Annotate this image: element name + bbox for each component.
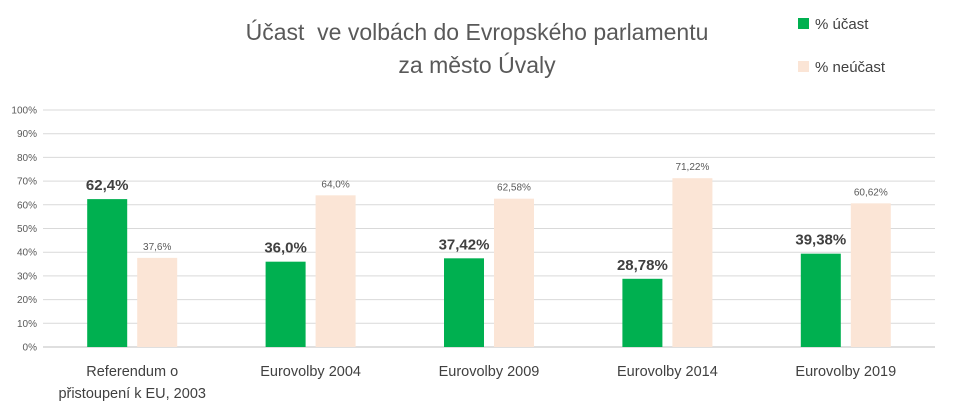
data-label: 62,58% bbox=[497, 183, 531, 194]
bar-ucast bbox=[444, 258, 484, 347]
chart-title-line-1: Účast ve volbách do Evropského parlament… bbox=[246, 19, 709, 45]
bar-ucast bbox=[87, 199, 128, 347]
data-label: 39,38% bbox=[795, 232, 846, 249]
data-label: 60,62% bbox=[854, 187, 888, 198]
legend-swatch-ucast bbox=[798, 18, 809, 29]
y-tick-label: 90% bbox=[17, 129, 37, 140]
data-label: 37,42% bbox=[439, 236, 490, 253]
y-tick-label: 80% bbox=[17, 153, 37, 164]
y-tick-label: 30% bbox=[17, 271, 37, 282]
legend-label-ucast: % účast bbox=[815, 16, 869, 33]
gridlines bbox=[43, 109, 935, 348]
x-category-label: Eurovolby 2009 bbox=[439, 364, 540, 380]
bar-neucast bbox=[315, 195, 356, 347]
x-category-label: Eurovolby 2004 bbox=[260, 364, 361, 380]
bar-neucast bbox=[850, 203, 891, 347]
y-tick-label: 20% bbox=[17, 295, 37, 306]
x-category-label: Referendum o bbox=[86, 364, 178, 380]
bar-neucast bbox=[494, 198, 534, 347]
data-label: 28,78% bbox=[617, 257, 668, 274]
y-axis: 0% 10% 20% 30% 40% 50% 60% 70% 80% 90% 100% bbox=[11, 106, 37, 354]
legend: % účast % neúčast bbox=[798, 16, 886, 76]
data-labels: 62,4% 37,6% 36,0% 64,0% 37,42% 62,58% 28,78% 71… bbox=[86, 162, 888, 274]
bar-ucast bbox=[265, 261, 306, 347]
x-category-label: Eurovolby 2019 bbox=[795, 364, 896, 380]
bar-ucast bbox=[622, 278, 663, 347]
y-tick-label: 60% bbox=[17, 200, 37, 211]
data-label: 64,0% bbox=[321, 179, 349, 190]
data-label: 71,22% bbox=[675, 162, 709, 173]
y-tick-label: 50% bbox=[17, 224, 37, 235]
data-label: 36,0% bbox=[264, 240, 307, 257]
bar-ucast bbox=[800, 253, 841, 347]
bar-neucast bbox=[672, 178, 713, 347]
y-tick-label: 70% bbox=[17, 177, 37, 188]
x-category-label: Eurovolby 2014 bbox=[617, 364, 718, 380]
data-label: 62,4% bbox=[86, 177, 129, 194]
y-tick-label: 10% bbox=[17, 319, 37, 330]
y-tick-label: 0% bbox=[23, 343, 38, 354]
y-tick-label: 40% bbox=[17, 248, 37, 259]
x-axis: Referendum o přistoupení k EU, 2003 Eurovo… bbox=[58, 364, 896, 402]
legend-swatch-neucast bbox=[798, 61, 809, 72]
data-label: 37,6% bbox=[143, 242, 171, 253]
bars bbox=[87, 178, 891, 347]
chart-title-line-2: za město Úvaly bbox=[398, 52, 556, 78]
legend-label-neucast: % neúčast bbox=[815, 59, 886, 76]
x-category-label: přistoupení k EU, 2003 bbox=[58, 386, 206, 402]
bar-neucast bbox=[137, 257, 178, 347]
y-tick-label: 100% bbox=[11, 106, 37, 117]
